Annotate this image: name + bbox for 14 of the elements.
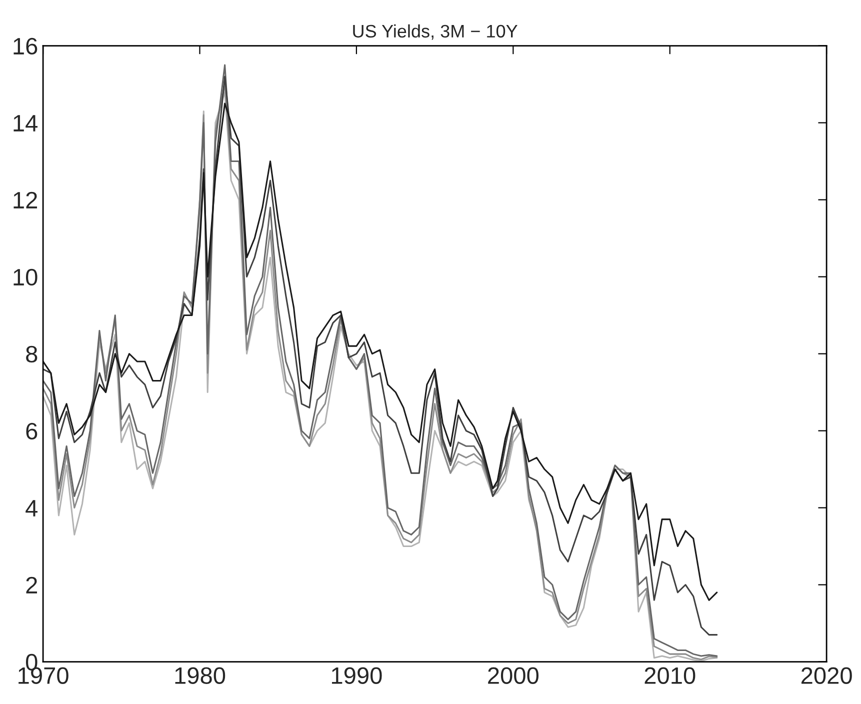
y-tick-label: 4 — [26, 500, 38, 516]
x-tick-label: 2010 — [644, 667, 696, 684]
x-tick-label: 2020 — [801, 667, 852, 684]
y-tick-label: 10 — [14, 268, 38, 286]
x-tick-label: 1980 — [175, 667, 226, 684]
chart-title: US Yields, 3M − 10Y — [353, 24, 518, 40]
x-tick-label: 1990 — [332, 667, 382, 684]
y-tick-label: 16 — [14, 38, 38, 55]
y-tick-label: 12 — [14, 192, 38, 208]
y-tick-label: 2 — [26, 576, 38, 594]
y-tick-label: 8 — [26, 346, 38, 363]
x-tick-label: 2000 — [488, 667, 538, 684]
y-tick-label: 6 — [26, 422, 38, 440]
y-tick-label: 14 — [14, 115, 38, 132]
